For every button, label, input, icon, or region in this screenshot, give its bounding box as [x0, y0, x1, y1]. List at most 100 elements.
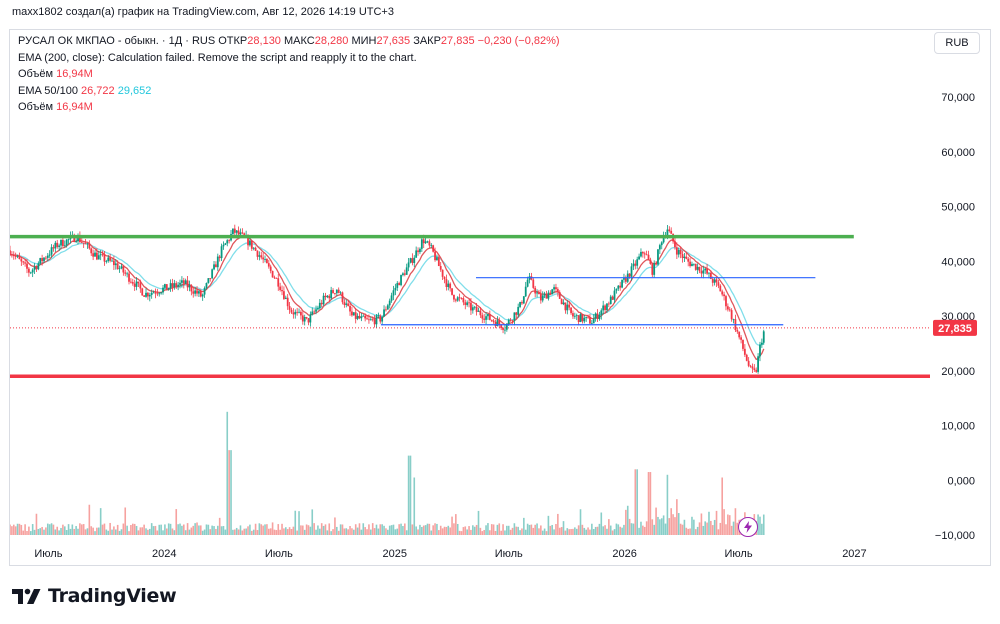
volume-bar [504, 530, 506, 535]
candle-body [213, 264, 215, 270]
volume-bar [273, 529, 276, 535]
candle-body [75, 241, 78, 243]
volume-bar [417, 529, 419, 535]
candle-body [124, 272, 127, 274]
plot-area [10, 224, 930, 535]
candle-body [715, 279, 718, 283]
candle-body [651, 263, 654, 275]
volume-bar [577, 525, 580, 535]
candle-body [271, 270, 274, 278]
candle-body [54, 242, 57, 249]
chart-legend: РУСАЛ ОК МКПАО - обыкн. · 1Д · RUS ОТКР2… [18, 33, 560, 116]
volume-bar [451, 516, 453, 535]
volume-bar [625, 509, 627, 535]
candle-body [666, 229, 669, 237]
lightning-icon[interactable] [738, 517, 758, 537]
candle-body [250, 240, 253, 249]
ema100-value: 29,652 [117, 84, 152, 97]
volume-bar [69, 528, 72, 535]
candle-body [26, 263, 28, 269]
open-label: ОТКР [218, 35, 248, 47]
volume-bar [175, 509, 178, 535]
candle-body [749, 365, 752, 367]
candle-body [371, 319, 374, 321]
volume-bar [496, 524, 499, 535]
candle-body [691, 263, 693, 267]
candle-body [428, 241, 431, 246]
ema50-value: 26,722 [81, 84, 115, 97]
volume-bar [45, 527, 47, 535]
volume-bar [481, 531, 484, 535]
candle-body [473, 306, 476, 308]
candle-body [494, 321, 497, 327]
candle-body [485, 316, 487, 320]
candle-body [657, 249, 659, 265]
currency-button[interactable]: RUB [934, 32, 980, 54]
candle-body [379, 315, 382, 322]
candle-body [432, 245, 435, 252]
volume-bar [339, 524, 342, 535]
volume-bar [283, 528, 285, 535]
volume-bar [655, 507, 657, 535]
candle-body [169, 283, 172, 289]
candle-body [86, 243, 89, 245]
candle-body [660, 242, 663, 246]
volume-bar [394, 529, 397, 535]
volume-bar [252, 529, 255, 535]
volume-bar [67, 524, 70, 535]
volume-bar [184, 530, 187, 535]
candle-body [107, 257, 110, 262]
volume-bar [330, 531, 332, 535]
volume-bar [441, 528, 444, 535]
candle-body [515, 312, 518, 315]
candle-body [137, 281, 140, 284]
candle-body [141, 288, 144, 296]
candle-body [740, 337, 742, 340]
volume-bar [28, 526, 30, 535]
volume-bar [84, 529, 87, 535]
volume-bar [581, 524, 584, 535]
ema200-legend-row[interactable]: EMA (200, close): Calculation failed. Re… [18, 51, 417, 64]
volume-legend-row-2[interactable]: Объём 16,94M [18, 99, 560, 116]
candle-body [311, 311, 314, 315]
volume-bar [568, 529, 570, 535]
candle-body [18, 256, 21, 260]
candle-body [182, 280, 185, 284]
volume-bar [80, 524, 83, 535]
volume-bar [10, 524, 11, 535]
candle-body [471, 307, 474, 311]
volume-bar [617, 524, 620, 535]
candle-body [441, 269, 444, 277]
volume-bar [353, 529, 355, 535]
volume-value-2: 16,94M [56, 101, 93, 113]
tradingview-brand[interactable]: TradingView [12, 585, 177, 607]
volume-bar [762, 514, 765, 535]
volume-bar [152, 526, 155, 535]
volume-bar [513, 523, 516, 535]
volume-bar [526, 523, 529, 535]
volume-bar [490, 524, 493, 535]
volume-legend-row-1[interactable]: Объём 16,94M [18, 66, 560, 83]
volume-bar [35, 513, 38, 535]
candle-body [400, 275, 402, 286]
candle-body [27, 268, 30, 273]
volume-bar [449, 527, 451, 535]
candle-body [689, 261, 691, 267]
x-tick-label: Июль [495, 548, 523, 560]
symbol-legend-row[interactable]: РУСАЛ ОК МКПАО - обыкн. · 1Д · RUS ОТКР2… [18, 33, 560, 50]
ema-legend-row[interactable]: EMA 50/100 26,722 29,652 [18, 83, 560, 100]
volume-bar [545, 531, 548, 535]
volume-bar [396, 528, 399, 535]
volume-bar [239, 525, 242, 535]
volume-bar [130, 525, 132, 535]
candle-body [388, 300, 391, 306]
volume-bar [592, 529, 595, 535]
volume-bar [609, 525, 612, 535]
volume-bar [48, 524, 51, 535]
candle-body [284, 297, 287, 299]
volume-bar [428, 523, 431, 535]
candle-body [592, 318, 595, 324]
candle-body [154, 292, 157, 294]
candle-body [498, 320, 501, 325]
volume-bar [519, 530, 521, 535]
